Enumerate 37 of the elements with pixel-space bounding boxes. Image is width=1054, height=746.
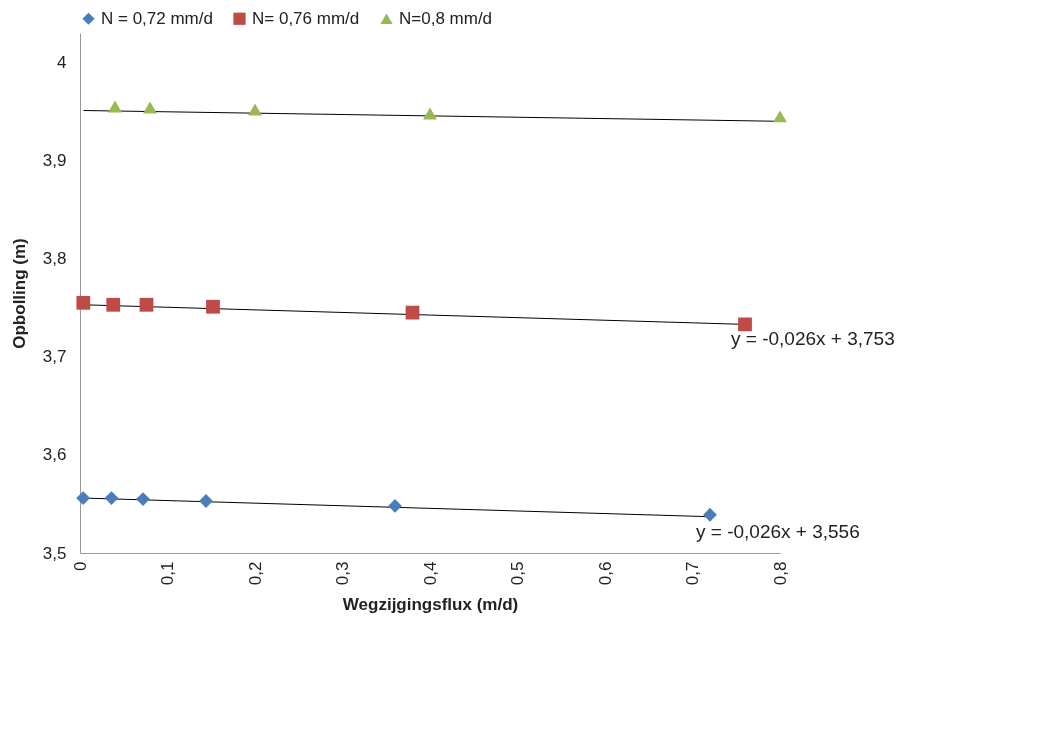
y-tick-label: 3,7 [42, 347, 67, 367]
point [76, 491, 91, 505]
point [108, 100, 122, 113]
point [703, 507, 717, 522]
point [139, 297, 154, 312]
y-tick-label: 3,9 [42, 151, 67, 171]
y-tick-label: 4 [57, 52, 67, 72]
annotation: y = -0,026x + 3,556 [696, 520, 860, 542]
x-tick-label: 0,4 [420, 561, 440, 586]
point [773, 110, 787, 123]
x-tick-label: 0,2 [245, 561, 265, 586]
point [388, 499, 402, 513]
point [423, 107, 437, 120]
x-axis-title: Wegzijgingsflux (m/d) [342, 595, 519, 615]
x-tick-label: 0,8 [770, 561, 790, 586]
annotation: y = -0,026x + 3,753 [731, 328, 895, 350]
point [206, 299, 220, 314]
legend-label: N = 0,72 mm/d [101, 8, 213, 28]
x-tick-label: 0,5 [508, 561, 527, 586]
point [405, 305, 420, 320]
y-axis-title: Opbolling (m) [9, 238, 29, 349]
legend-label: N=0,8 mm/d [399, 8, 493, 28]
y-tick-label: 3,5 [42, 543, 67, 563]
x-tick-label: 0,6 [595, 561, 615, 586]
x-tick-label: 0 [70, 561, 90, 571]
x-tick-label: 0,3 [333, 561, 352, 586]
point [143, 101, 157, 114]
point [106, 297, 121, 312]
point [248, 103, 262, 116]
point [104, 491, 119, 505]
y-tick-label: 3,8 [42, 249, 67, 269]
point [738, 317, 752, 332]
y-tick-label: 3,6 [42, 445, 67, 465]
legend-label: N= 0,76 mm/d [252, 8, 360, 28]
x-tick-label: 0,1 [158, 561, 177, 586]
x-tick-label: 0,7 [683, 561, 702, 586]
point [76, 295, 91, 310]
